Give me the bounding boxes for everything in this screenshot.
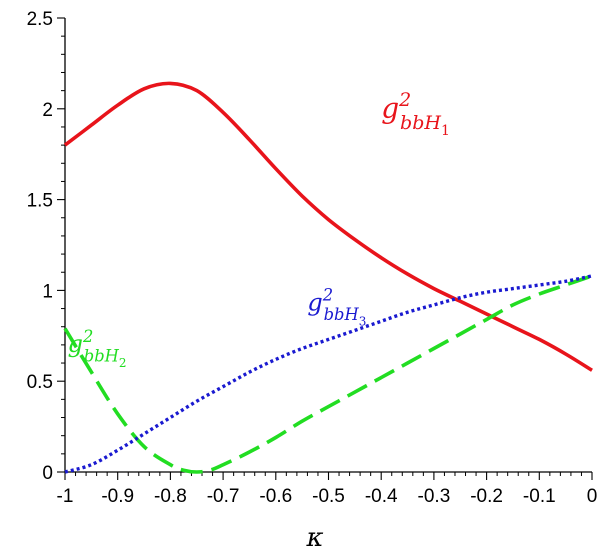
x-tick-label: -0.3 (418, 486, 451, 507)
x-axis-label: κ (305, 523, 323, 551)
y-tick-label: 2.5 (27, 9, 53, 30)
x-tick-label: -0.8 (154, 486, 187, 507)
series-label: g2 bbH2 (68, 327, 127, 370)
y-tick-label: 2 (42, 100, 53, 121)
y-tick-label: 0 (42, 463, 53, 484)
x-tick-label: -0.9 (101, 486, 134, 507)
axes: -1 -0.9 -0.8 -0.7 -0.6 -0.5 -0.4 -0.3 -0.2 -0.1 0 0… (27, 9, 598, 507)
x-tick-label: -0.1 (523, 486, 556, 507)
x-tick-label: -0.2 (470, 486, 503, 507)
x-tick-label: -0.6 (259, 486, 292, 507)
series-line (64, 274, 593, 474)
series-label: g2 bbH3 (307, 285, 366, 328)
y-tick-label: 1.5 (27, 191, 53, 212)
x-tick-label: -0.5 (312, 486, 345, 507)
series-line (63, 274, 593, 474)
y-tick-label: 1 (42, 281, 53, 302)
series-layer (63, 81, 593, 474)
x-tick-label: 0 (587, 486, 598, 507)
x-tick-label: -1 (57, 486, 74, 507)
y-tick-label: 0.5 (27, 372, 53, 393)
series-label: g2 bbH1 (381, 89, 450, 139)
x-tick-label: -0.4 (365, 486, 398, 507)
x-tick-label: -0.7 (207, 486, 240, 507)
series-line (63, 81, 593, 372)
series-labels: g2 bbH1 g2 bbH2 g2 bbH3 (68, 89, 450, 370)
